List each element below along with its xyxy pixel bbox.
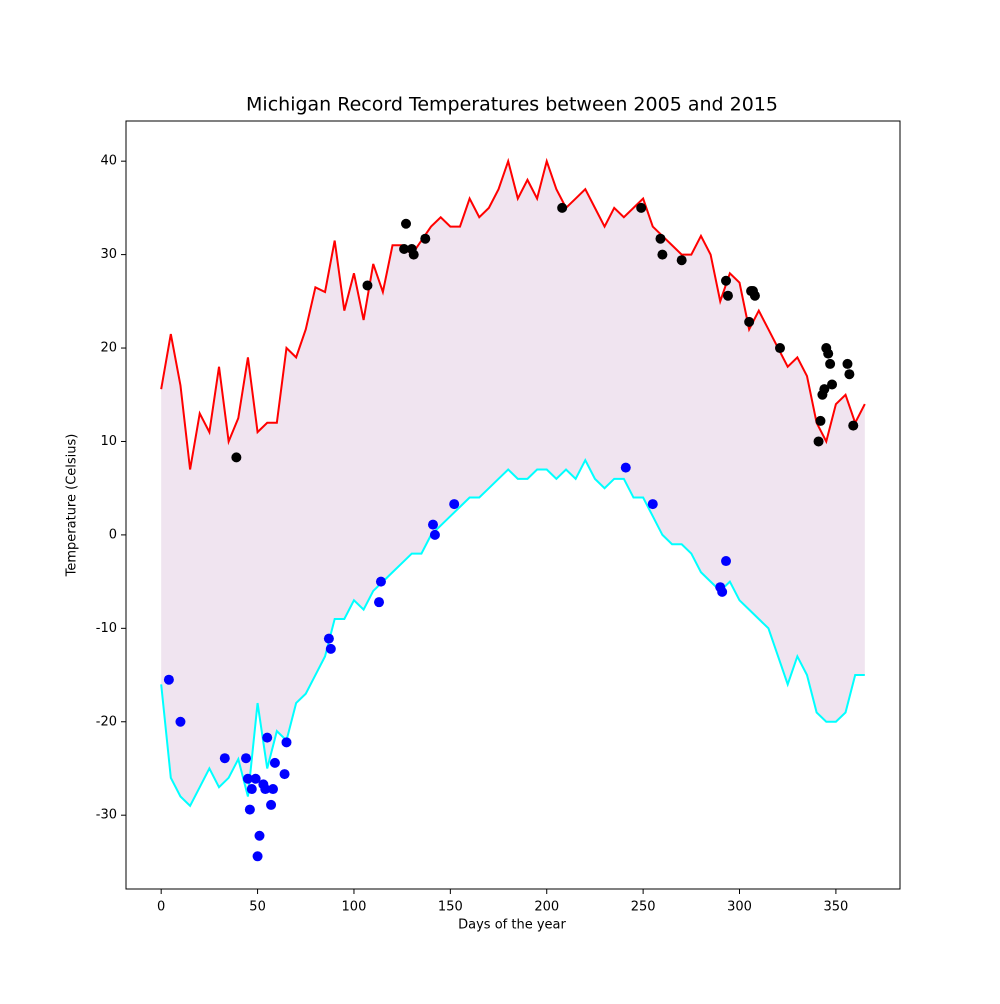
point	[636, 202, 647, 213]
y-tick-label: 30	[100, 247, 117, 262]
x-tick-label: 250	[631, 900, 656, 915]
point	[429, 529, 440, 540]
point	[279, 769, 290, 780]
point	[231, 452, 242, 463]
point	[844, 369, 855, 380]
point	[325, 643, 336, 654]
point	[722, 290, 733, 301]
point	[744, 316, 755, 327]
point	[323, 633, 334, 644]
point	[175, 716, 186, 727]
point	[420, 233, 431, 244]
point	[721, 275, 732, 286]
point	[374, 597, 385, 608]
point	[827, 379, 838, 390]
point	[815, 415, 826, 426]
point	[647, 499, 658, 510]
point	[401, 218, 412, 229]
point	[262, 732, 273, 743]
point	[362, 280, 373, 291]
fill-between	[161, 161, 865, 806]
point	[399, 244, 410, 254]
point	[252, 851, 263, 862]
point	[281, 737, 292, 748]
y-tick-label: 10	[100, 434, 117, 449]
point	[823, 348, 834, 359]
point	[848, 420, 859, 431]
line	[160, 457, 865, 808]
point	[250, 773, 261, 784]
point	[408, 249, 419, 260]
point	[657, 249, 668, 260]
point	[266, 799, 277, 810]
y-tick-label: -10	[96, 621, 117, 636]
y-axis-label: Temperature (Celsius)	[65, 434, 80, 578]
point	[267, 784, 278, 795]
x-tick-label: 50	[249, 900, 266, 915]
point	[717, 586, 728, 597]
point	[819, 384, 830, 395]
plot-frame	[125, 120, 901, 890]
point	[449, 499, 460, 510]
point	[620, 462, 631, 473]
point	[655, 233, 666, 244]
point	[241, 753, 252, 764]
point	[842, 358, 853, 369]
point	[375, 576, 386, 587]
point	[260, 784, 271, 795]
y-tick-label: -20	[96, 714, 117, 729]
x-tick-label: 200	[534, 900, 559, 915]
y-tick-label: 40	[100, 154, 117, 169]
x-tick-label: 350	[823, 900, 848, 915]
point	[246, 784, 257, 795]
y-tick-label: 0	[109, 527, 117, 542]
point	[254, 830, 265, 841]
point	[676, 255, 687, 266]
x-tick-label: 0	[157, 900, 165, 915]
point	[244, 804, 255, 815]
y-tick-label: 20	[100, 341, 117, 356]
chart-title: Michigan Record Temperatures between 200…	[246, 94, 778, 116]
point	[813, 436, 824, 447]
point	[269, 757, 280, 768]
x-tick-label: 300	[727, 900, 752, 915]
point	[749, 290, 760, 301]
point	[219, 753, 230, 764]
point	[721, 556, 732, 567]
x-tick-label: 150	[438, 900, 463, 915]
point	[825, 358, 836, 369]
point	[163, 674, 174, 685]
point	[774, 343, 785, 354]
point	[557, 202, 568, 213]
point	[427, 519, 438, 530]
y-tick-label: -30	[96, 808, 117, 823]
x-axis-label: Days of the year	[458, 918, 566, 933]
point	[242, 773, 253, 784]
x-tick-label: 100	[342, 900, 367, 915]
